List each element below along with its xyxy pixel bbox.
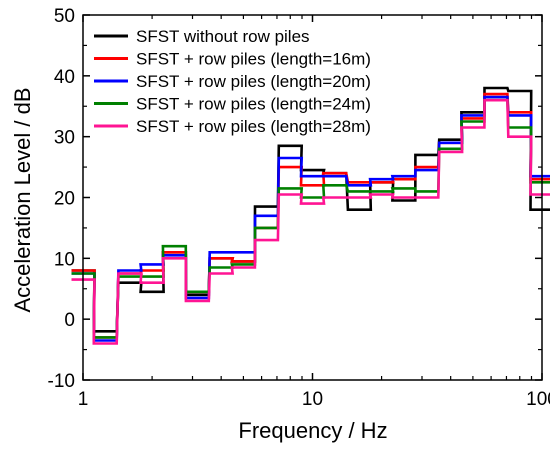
axes: Frequency / Hz Acceleration Level / dB (10, 87, 388, 443)
x-tick-label: 1 (78, 389, 89, 410)
legend-entry-1: SFST without row piles (136, 27, 310, 46)
y-tick-label: 20 (54, 189, 75, 210)
legend: SFST without row piles SFST + row piles (… (94, 27, 371, 136)
plot-frame: -10 0 10 20 30 40 50 1 10 100 (48, 6, 550, 410)
series-line-4 (71, 98, 550, 339)
y-tick-label: -10 (48, 371, 75, 392)
y-axis-title: Acceleration Level / dB (10, 87, 35, 312)
legend-entry-4: SFST + row piles (length=24m) (136, 95, 371, 114)
x-tick-label: 100 (526, 389, 550, 410)
y-tick-label: 0 (64, 310, 75, 331)
legend-entry-3: SFST + row piles (length=20m) (136, 72, 371, 91)
x-axis-title: Frequency / Hz (238, 418, 387, 443)
series-line-2 (71, 92, 550, 339)
series-line-1 (71, 86, 550, 333)
x-tick-label: 10 (302, 389, 323, 410)
legend-entry-2: SFST + row piles (length=16m) (136, 50, 371, 69)
y-tick-label: 30 (54, 128, 75, 149)
y-tick-label: 50 (54, 6, 75, 27)
y-tick-label: 10 (54, 249, 75, 270)
series-line-5 (71, 98, 550, 345)
y-tick-label: 40 (54, 67, 75, 88)
series-line-3 (71, 95, 550, 342)
plot-area (71, 86, 550, 345)
legend-entry-5: SFST + row piles (length=28m) (136, 117, 371, 136)
